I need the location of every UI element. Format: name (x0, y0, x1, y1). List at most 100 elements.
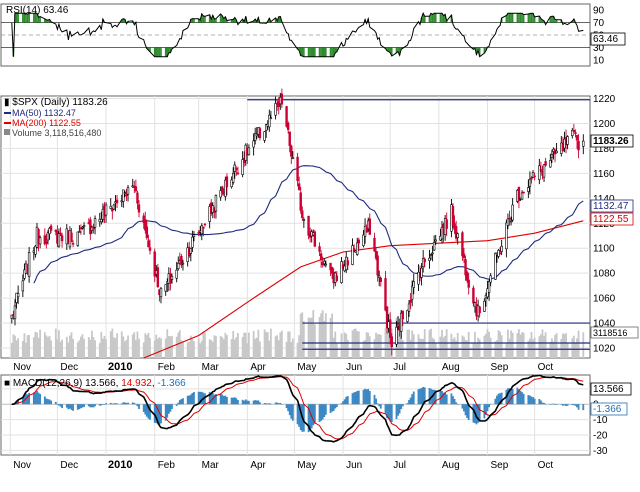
volume-bar (456, 332, 459, 358)
volume-bar (576, 338, 578, 358)
macd-histogram-bar (544, 403, 547, 405)
macd-histogram-bar (346, 396, 349, 405)
candle-body (506, 218, 510, 226)
macd-histogram-bar (160, 404, 162, 424)
volume-bar (145, 335, 148, 358)
candle-body (145, 226, 149, 238)
macd-histogram-bar (519, 390, 522, 405)
macd-histogram-bar (518, 389, 520, 405)
volume-bar (127, 335, 129, 358)
candle-body (351, 245, 354, 265)
candle-body (175, 269, 178, 279)
macd-histogram-bar (379, 404, 382, 409)
price-frame (0, 95, 591, 359)
volume-bar (332, 337, 335, 358)
candle-body (542, 164, 546, 178)
macd-histogram-bar (200, 391, 203, 405)
macd-histogram-bar (182, 398, 184, 405)
volume-bar (516, 333, 519, 358)
candle-body (170, 276, 174, 280)
macd-histogram-bar (34, 392, 37, 405)
price-x-tick-label: Oct (538, 362, 554, 373)
volume-bar (224, 332, 227, 358)
macd-histogram-bar (193, 392, 195, 405)
volume-bar (226, 335, 228, 358)
volume-bar (365, 332, 368, 358)
macd-histogram-bar (177, 402, 180, 405)
macd-histogram-bar (210, 392, 213, 405)
volume-bar (533, 337, 536, 358)
macd-histogram-bar (252, 400, 255, 405)
macd-histogram-bar (233, 397, 236, 405)
macd-histogram-bar (419, 388, 421, 405)
price-x-tick-label: Apr (250, 362, 266, 373)
candle-body (115, 199, 119, 204)
macd-histogram-bar (105, 403, 107, 405)
candle-body (324, 263, 328, 266)
volume-bar (301, 312, 304, 358)
macd-histogram-bar (318, 404, 321, 423)
price-x-tick-label: Mar (202, 362, 220, 373)
macd-histogram-bar (577, 404, 580, 410)
rsi-value-badge: 63.46 (593, 34, 618, 45)
macd-histogram-bar (541, 402, 544, 405)
macd-histogram-bar (362, 389, 365, 405)
macd-histogram-bar (138, 404, 140, 409)
volume-bar (255, 337, 258, 358)
volume-bar (554, 334, 556, 358)
volume-bar (290, 341, 293, 358)
volume-bar (116, 333, 118, 358)
candle-body (365, 228, 368, 233)
macd-histogram-bar (499, 393, 501, 405)
macd-histogram-bar (486, 404, 489, 412)
macd-histogram-bar (423, 387, 426, 405)
macd-histogram-bar (538, 399, 541, 405)
macd-y-tick-label: -20 (593, 431, 608, 442)
ma200-badge-box (590, 212, 634, 226)
macd-histogram-bar (302, 404, 305, 432)
candle-body (235, 168, 238, 170)
volume-bar (505, 342, 508, 358)
candle-body (203, 223, 207, 226)
volume-bar (572, 335, 575, 358)
macd-histogram-bar (133, 402, 136, 405)
volume-bar (67, 342, 70, 358)
macd-histogram-bar (94, 404, 96, 407)
candle-body (70, 232, 73, 243)
volume-bar (571, 338, 574, 358)
volume-bar (134, 340, 137, 358)
candle-body (290, 145, 293, 157)
candle-body (406, 309, 409, 322)
macd-histogram-bar (582, 404, 585, 411)
volume-bar (72, 338, 74, 358)
macd-histogram-bar (221, 394, 224, 405)
candle-body (274, 103, 277, 116)
volume-bar (444, 335, 447, 358)
macd-histogram-bar (365, 389, 368, 405)
volume-bar (486, 329, 489, 358)
candle-body (362, 234, 365, 247)
macd-histogram-bar (188, 395, 191, 405)
macd-histogram-bar (496, 395, 498, 405)
macd-histogram-bar (131, 402, 134, 405)
macd-histogram-bar (566, 404, 569, 406)
candle-body (197, 232, 200, 234)
macd-histogram-bar (406, 403, 409, 405)
macd-histogram-bar (574, 404, 577, 406)
volume-bar (43, 332, 46, 358)
candle-body (49, 225, 53, 231)
volume-bar (155, 334, 158, 358)
ma50-badge: 1132.47 (593, 201, 629, 212)
volume-bar (439, 336, 442, 358)
macd-histogram-bar (47, 399, 49, 405)
volume-bar (215, 335, 217, 358)
volume-bar (233, 339, 236, 358)
macd-badge: 13.566 (593, 384, 624, 395)
volume-bar (334, 331, 337, 358)
macd-histogram-bar (199, 391, 202, 405)
volume-bar (420, 338, 423, 358)
candle-body (57, 233, 61, 247)
macd-histogram-bar (39, 393, 42, 405)
price-last-badge-box (590, 134, 634, 148)
volume-bar (345, 333, 348, 358)
